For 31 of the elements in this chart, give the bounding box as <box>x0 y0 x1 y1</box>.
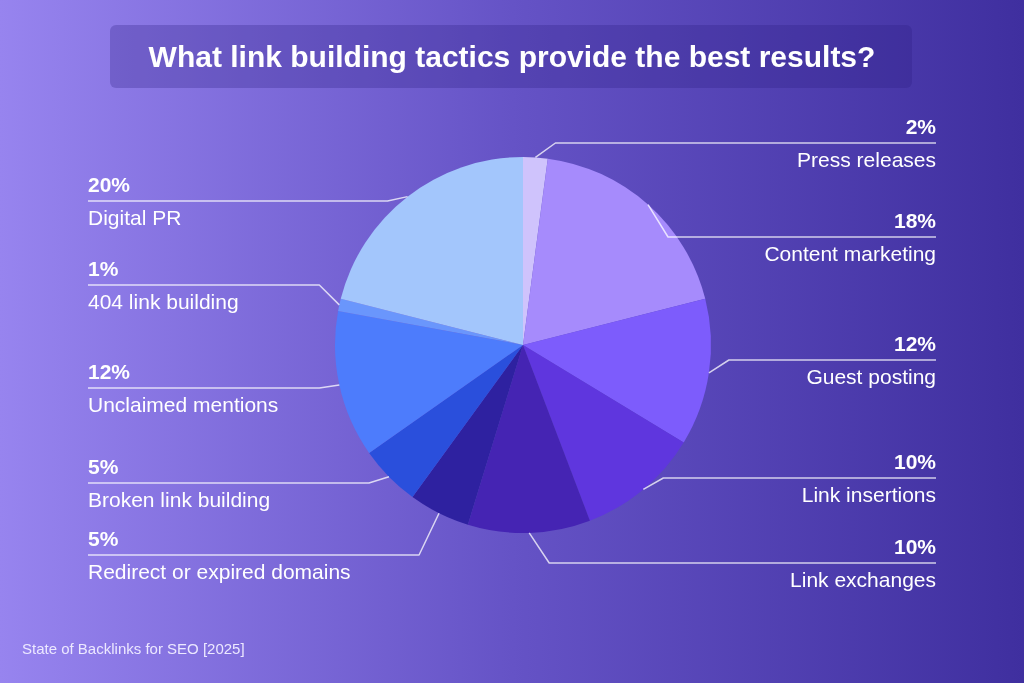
data-label: 18% <box>893 209 937 232</box>
data-label: 12% <box>88 360 131 383</box>
slice-label: 404 link building <box>88 290 239 313</box>
text: State of Backlinks for SEO [2025] <box>22 640 245 657</box>
pie-slice <box>467 345 590 533</box>
slice-label: Content marketing <box>764 242 936 265</box>
slice-label: Link exchanges <box>790 568 936 591</box>
data-label: 12% <box>893 332 937 355</box>
data-label: 20% <box>88 173 131 196</box>
pie-slice <box>338 298 523 345</box>
pie-slice <box>523 298 711 443</box>
pie-slice <box>523 345 684 521</box>
pie-slice <box>369 345 523 498</box>
data-label: 5% <box>88 527 119 550</box>
slice-label: Redirect or expired domains <box>88 560 351 583</box>
slice-label: Link insertions <box>801 483 936 506</box>
data-label: 10% <box>893 450 937 473</box>
slice-label: Broken link building <box>88 488 271 511</box>
pie-slice <box>335 310 523 453</box>
data-label: 2% <box>905 115 937 138</box>
slice-label: Guest posting <box>806 365 936 388</box>
data-label: 10% <box>893 535 937 558</box>
pie-slice <box>340 157 523 345</box>
pie-slice <box>412 345 523 525</box>
slice-label: Digital PR <box>88 206 182 229</box>
pie-slice <box>523 158 706 345</box>
slice-label: Unclaimed mentions <box>88 393 279 416</box>
data-label: 1% <box>88 257 119 280</box>
data-label: 5% <box>88 455 119 478</box>
slice-label: Press releases <box>797 148 936 171</box>
chart-title: What link building tactics provide the best results? <box>148 40 876 73</box>
